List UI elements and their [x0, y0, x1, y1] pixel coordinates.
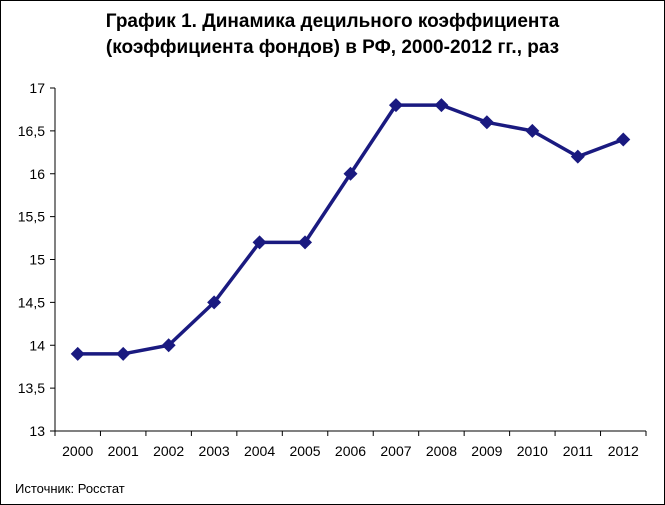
data-point-marker: [343, 166, 358, 181]
y-tick-label: 17: [29, 80, 45, 96]
data-point-marker: [298, 235, 313, 250]
series: [70, 98, 631, 361]
x-tick-label: 2011: [563, 443, 593, 459]
y-tick-label: 16,5: [18, 123, 45, 139]
data-point-marker: [434, 98, 449, 113]
x-tick-label: 2005: [289, 443, 320, 459]
data-point-marker: [570, 149, 585, 164]
chart-title-line-2: (коэффициента фондов) в РФ, 2000-2012 гг…: [105, 37, 560, 58]
x-tick-label: 2004: [244, 443, 275, 459]
x-tick-label: 2003: [199, 443, 230, 459]
data-point-marker: [116, 346, 131, 361]
x-tick-label: 2012: [608, 443, 639, 459]
chart-title: График 1. Динамика децильного коэффициен…: [1, 9, 664, 61]
y-tick-label: 15: [29, 252, 45, 268]
x-tick-label: 2001: [108, 443, 139, 459]
source-note: Источник: Росстат: [15, 481, 125, 496]
x-tick-label: 2002: [153, 443, 184, 459]
x-tick-label: 2009: [471, 443, 502, 459]
chart-title-line-1: График 1. Динамика децильного коэффициен…: [105, 11, 560, 32]
x-tick-label: 2008: [426, 443, 457, 459]
data-point-marker: [207, 295, 222, 310]
y-tick-label: 14: [29, 337, 45, 353]
series-line: [77, 103, 624, 356]
x-tick-label: 2000: [62, 443, 93, 459]
data-point-marker: [70, 346, 85, 361]
data-point-marker: [525, 123, 540, 138]
axes: [50, 87, 647, 436]
data-point-marker: [388, 98, 403, 113]
data-point-marker: [616, 132, 631, 147]
data-point-marker: [161, 338, 176, 353]
y-tick-label: 14,5: [18, 294, 45, 310]
y-tick-label: 16: [29, 166, 45, 182]
x-tick-labels: 2000 2001 2002 2003 2004 2005 2006 2007 2008 2009…: [62, 443, 639, 459]
y-tick-label: 15,5: [18, 209, 45, 225]
data-point-marker: [479, 115, 494, 130]
x-tick-label: 2007: [380, 443, 411, 459]
y-tick-label: 13: [29, 423, 45, 439]
x-tick-label: 2006: [335, 443, 366, 459]
y-tick-label: 13,5: [18, 380, 45, 396]
y-tick-labels: 13 13,5 14 14,5 15 15,5 16 16,5 17: [18, 80, 45, 439]
x-tick-label: 2010: [517, 443, 548, 459]
data-point-marker: [252, 235, 267, 250]
